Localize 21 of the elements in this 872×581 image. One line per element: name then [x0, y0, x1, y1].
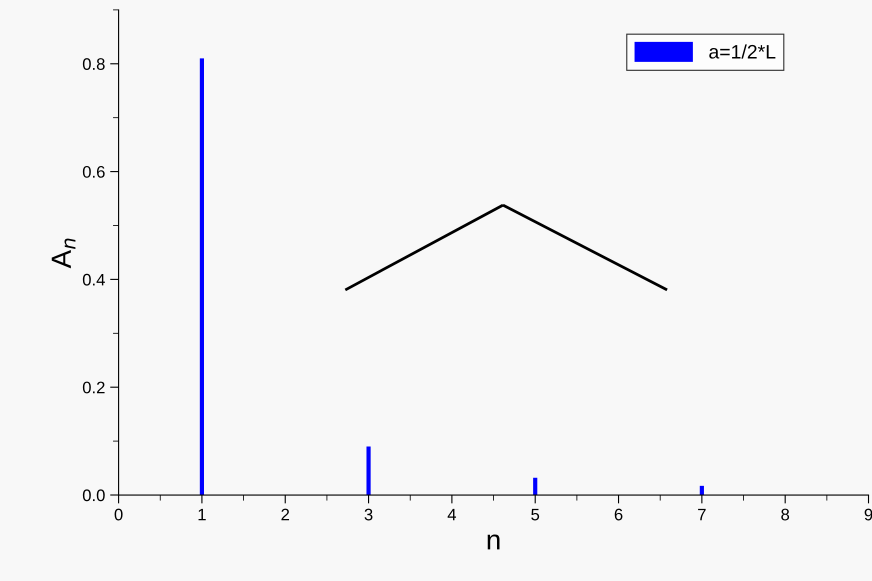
- x-tick-label: 2: [281, 508, 290, 520]
- x-axis-title: n: [488, 534, 500, 550]
- y-tick-label: 0.2: [82, 382, 105, 394]
- x-tick-label: 8: [781, 508, 790, 520]
- y-tick-label: 0.0: [82, 489, 105, 502]
- bar: [366, 446, 371, 496]
- y-tick-label: 0.6: [82, 166, 105, 178]
- bar: [200, 58, 204, 496]
- bar: [533, 478, 538, 496]
- x-tick-label: 1: [198, 508, 206, 520]
- x-tick-label: 7: [698, 508, 706, 520]
- x-tick-label: 0: [114, 508, 123, 520]
- y-axis-title: A$_{n}$: [52, 238, 76, 268]
- y-tick-label: 0.8: [82, 58, 105, 70]
- y-tick-label: 0.4: [82, 274, 105, 286]
- x-tick-label: 4: [448, 508, 456, 520]
- x-tick-label: 6: [614, 508, 622, 520]
- legend-label: a=1/2*L: [709, 44, 776, 59]
- x-tick-label: 3: [364, 508, 372, 520]
- x-tick-label: 9: [864, 508, 872, 520]
- x-tick-label: 5: [531, 508, 540, 520]
